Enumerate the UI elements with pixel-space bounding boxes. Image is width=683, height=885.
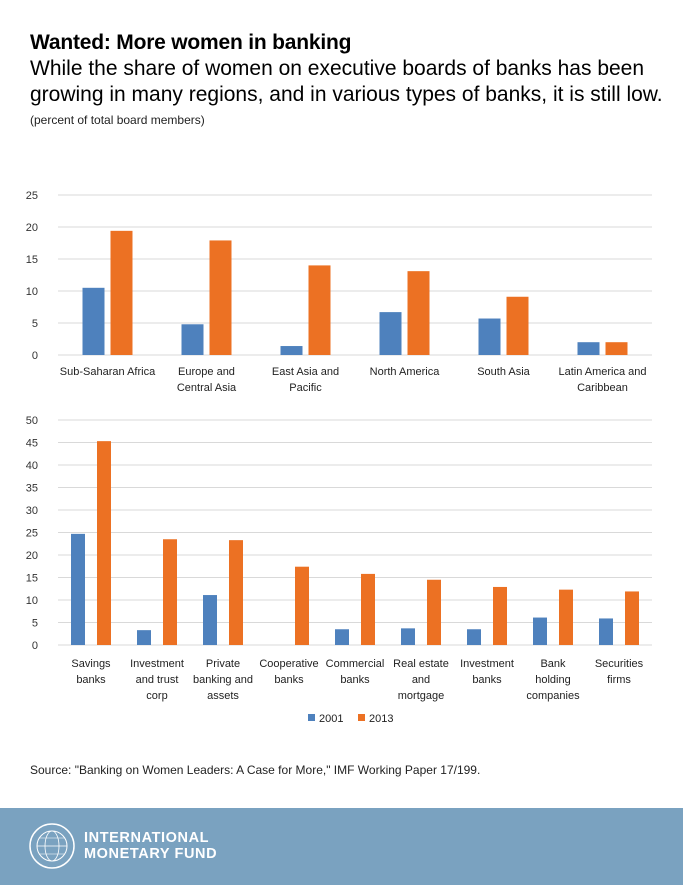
bank-types-bar-chart: 0 5 10 15 20 25 30 35 40 45 50 Savings banks Investme…: [26, 415, 652, 725]
bar-2013: [295, 566, 309, 645]
bar-2001: [577, 342, 600, 355]
category-label: Securities firms: [595, 658, 644, 686]
category-label: Private banking and assets: [193, 658, 253, 702]
chart-subtitle: While the share of women on executive bo…: [30, 57, 663, 106]
category-label: Investment and trust corp: [130, 658, 184, 702]
y-tick-label: 10: [26, 595, 38, 607]
y-tick-label: 15: [26, 254, 38, 266]
bar-2001: [379, 312, 402, 355]
y-tick-label: 20: [26, 550, 38, 562]
y-tick-label: 45: [26, 438, 38, 450]
category-label: East Asia and Pacific: [272, 366, 339, 394]
y-tick-label: 25: [26, 528, 38, 540]
y-tick-label: 5: [32, 318, 38, 330]
regions-bar-chart: 0 5 10 15 20 25 Sub-Saharan Africa Europe and Ce…: [26, 190, 652, 394]
bar-2013: [506, 296, 529, 355]
category-label: Sub-Saharan Africa: [60, 366, 156, 378]
bar-2013: [361, 573, 375, 645]
legend-label-2013: 2013: [369, 713, 393, 725]
category-label: Bank holding companies: [526, 658, 580, 702]
bar-2001: [401, 628, 415, 645]
category-label: Commercial banks: [326, 658, 385, 686]
category-label: Real estate and mortgage: [393, 658, 449, 702]
bar-2001: [181, 324, 204, 355]
category-label: Latin America and Caribbean: [558, 366, 646, 394]
bar-2013: [427, 579, 441, 645]
org-name: INTERNATIONAL MONETARY FUND: [84, 830, 217, 862]
source-note: Source: "Banking on Women Leaders: A Cas…: [30, 763, 481, 777]
bar-2001: [533, 617, 547, 645]
y-tick-label: 10: [26, 286, 38, 298]
bar-2013: [605, 342, 628, 355]
y-tick-label: 50: [26, 415, 38, 427]
unit-note: (percent of total board members): [30, 113, 205, 127]
bar-2013: [625, 591, 639, 645]
y-tick-label: 15: [26, 573, 38, 585]
legend-swatch-2001: [308, 714, 315, 721]
bar-2013: [308, 265, 331, 355]
header: Wanted: More women in banking While the …: [30, 30, 670, 129]
bar-2013: [407, 271, 430, 355]
bar-2013: [493, 586, 507, 645]
category-label: South Asia: [477, 366, 530, 378]
bar-2013: [229, 540, 243, 645]
bar-2013: [559, 589, 573, 645]
category-label: Europe and Central Asia: [177, 366, 237, 394]
bar-2013: [97, 441, 111, 645]
y-tick-label: 30: [26, 505, 38, 517]
bar-2001: [467, 629, 481, 645]
y-tick-label: 0: [32, 640, 38, 652]
y-tick-label: 40: [26, 460, 38, 472]
y-tick-label: 35: [26, 483, 38, 495]
category-label: Savings banks: [71, 658, 111, 686]
category-label: Investment banks: [460, 658, 514, 686]
imf-seal-icon: [29, 823, 75, 869]
y-tick-label: 20: [26, 222, 38, 234]
bar-2013: [209, 240, 232, 355]
bar-2001: [478, 318, 501, 355]
bar-2001: [599, 618, 613, 645]
y-tick-label: 0: [32, 350, 38, 362]
org-name-line1: INTERNATIONAL: [84, 830, 210, 846]
bar-2001: [280, 346, 303, 355]
y-tick-label: 5: [32, 618, 38, 630]
bar-2013: [163, 539, 177, 645]
org-name-line2: MONETARY FUND: [84, 846, 218, 862]
bar-2001: [203, 595, 217, 645]
bar-2013: [110, 230, 133, 355]
bar-2001: [71, 533, 85, 645]
y-tick-label: 25: [26, 190, 38, 202]
legend-swatch-2013: [358, 714, 365, 721]
category-label: Cooperative banks: [259, 658, 318, 686]
bar-2001: [335, 629, 349, 645]
bar-2001: [137, 630, 151, 645]
chart-title: Wanted: More women in banking: [30, 31, 352, 54]
category-label: North America: [370, 366, 441, 378]
footer-bar: INTERNATIONAL MONETARY FUND: [0, 808, 683, 885]
bar-2001: [82, 287, 105, 355]
legend-label-2001: 2001: [319, 713, 343, 725]
